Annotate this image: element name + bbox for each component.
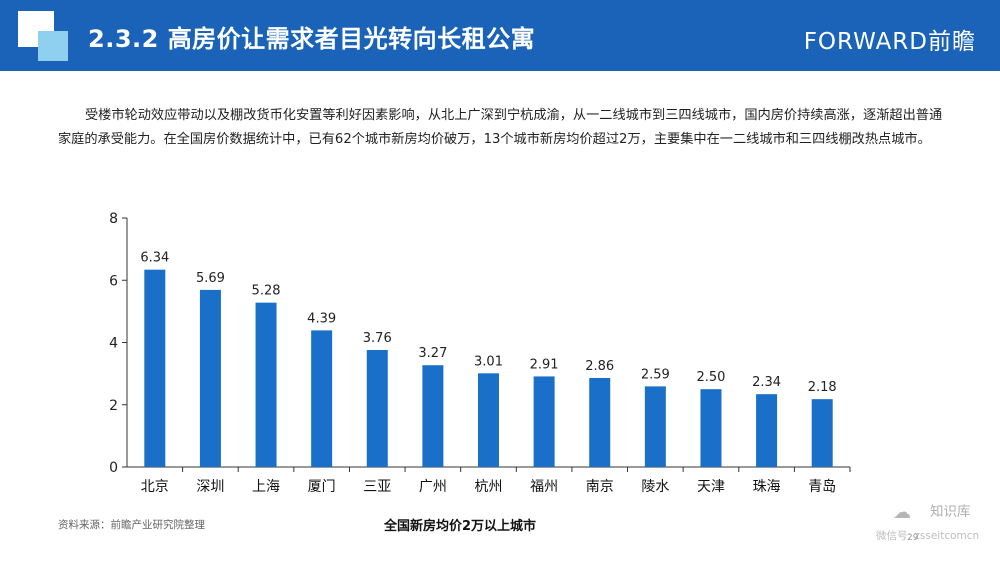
x-tick-label: 天津 <box>697 479 725 495</box>
bar-7 <box>478 373 499 467</box>
bar-11 <box>700 389 722 467</box>
x-tick-label: 福州 <box>530 479 558 495</box>
data-label: 2.59 <box>641 367 670 382</box>
data-label: 2.34 <box>752 375 781 390</box>
bar-6 <box>422 365 444 467</box>
bar-3 <box>255 302 277 467</box>
x-tick-label: 杭州 <box>475 479 503 495</box>
source-note: 资料来源：前瞻产业研究院整理 <box>58 519 205 531</box>
bar-2 <box>199 289 221 467</box>
x-tick-label: 厦门 <box>308 479 336 495</box>
bar-8 <box>533 376 555 467</box>
data-label: 2.86 <box>585 359 614 374</box>
x-tick-label: 珠海 <box>753 479 781 495</box>
data-label: 5.69 <box>196 271 225 286</box>
data-label: 2.50 <box>696 370 725 385</box>
bar-9 <box>589 377 611 467</box>
data-label: 2.91 <box>530 357 559 372</box>
wechat-icon: ☁ <box>893 502 911 523</box>
y-tick-label: 8 <box>109 211 118 227</box>
data-label: 3.01 <box>474 354 503 369</box>
bar-10 <box>644 386 666 467</box>
y-tick-label: 4 <box>109 336 118 352</box>
wechat-label: 知识库 <box>930 504 971 520</box>
data-label: 4.39 <box>307 311 336 326</box>
x-tick-label: 青岛 <box>808 479 836 495</box>
x-tick-label: 广州 <box>419 479 447 495</box>
data-label: 3.76 <box>363 331 392 346</box>
brand-logo: FORWARD前瞻 <box>803 29 976 55</box>
x-tick-label: 上海 <box>252 479 280 495</box>
x-tick-label: 深圳 <box>196 479 224 495</box>
page-title: 2.3.2 高房价让需求者目光转向长租公寓 <box>88 25 536 53</box>
page-number: 29 <box>907 533 919 543</box>
x-tick-label: 南京 <box>586 479 614 495</box>
header-bar: 2.3.2 高房价让需求者目光转向长租公寓 FORWARD前瞻 <box>0 0 1000 71</box>
data-label: 5.28 <box>252 284 281 299</box>
wechat-id: 微信号: zsseitcomcn <box>876 530 980 542</box>
logo-squares-icon <box>18 11 68 61</box>
data-label: 2.18 <box>808 380 837 395</box>
bar-5 <box>366 349 388 467</box>
bar-13 <box>811 399 833 467</box>
bar-1 <box>144 269 166 467</box>
data-label: 6.34 <box>140 251 169 266</box>
y-tick-label: 2 <box>109 398 118 414</box>
intro-paragraph: 受楼市轮动效应带动以及棚改货币化安置等利好因素影响，从北上广深到宁杭成渝，从一二… <box>58 108 943 147</box>
y-tick-label: 6 <box>109 273 118 289</box>
chart-title: 全国新房均价2万以上城市 <box>383 519 537 534</box>
bar-12 <box>756 394 778 467</box>
x-tick-label: 北京 <box>141 479 169 495</box>
x-tick-label: 陵水 <box>641 479 669 495</box>
data-label: 3.27 <box>418 346 447 361</box>
x-tick-label: 三亚 <box>363 479 391 495</box>
y-tick-label: 0 <box>109 460 118 476</box>
bar-4 <box>311 330 333 467</box>
